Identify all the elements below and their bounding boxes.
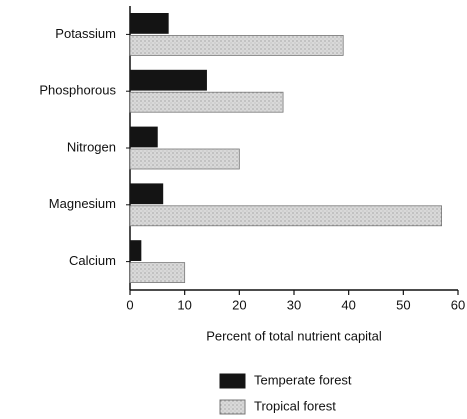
x-tick-label: 60 bbox=[451, 297, 465, 312]
y-tick-label: Potassium bbox=[55, 26, 116, 41]
y-tick-label: Phosphorous bbox=[39, 83, 116, 98]
legend-label: Tropical forest bbox=[254, 398, 336, 413]
x-tick-label: 40 bbox=[341, 297, 355, 312]
x-tick-label: 20 bbox=[232, 297, 246, 312]
legend-swatch bbox=[219, 399, 246, 415]
bar bbox=[129, 12, 169, 34]
legend-label: Temperate forest bbox=[254, 372, 352, 387]
x-tick-label: 30 bbox=[287, 297, 301, 312]
bar bbox=[129, 183, 164, 205]
legend-swatch bbox=[219, 373, 246, 389]
y-tick-label: Nitrogen bbox=[67, 139, 116, 154]
bar bbox=[129, 126, 158, 148]
x-axis-label: Percent of total nutrient capital bbox=[206, 328, 382, 343]
y-tick-label: Calcium bbox=[69, 253, 116, 268]
bar bbox=[129, 205, 443, 227]
x-tick-label: 0 bbox=[126, 297, 133, 312]
x-tick-label: 50 bbox=[396, 297, 410, 312]
y-tick-label: Magnesium bbox=[49, 196, 116, 211]
bar bbox=[129, 148, 240, 170]
bar bbox=[129, 35, 344, 56]
bar bbox=[129, 91, 284, 113]
bar bbox=[129, 240, 142, 262]
x-tick-label: 10 bbox=[177, 297, 191, 312]
bar bbox=[129, 262, 186, 284]
bar bbox=[129, 69, 207, 91]
